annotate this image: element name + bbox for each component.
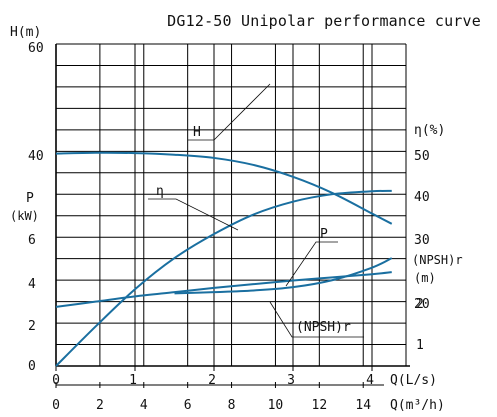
x-primary-tick-label: 4: [366, 373, 374, 388]
x-secondary-tick-label: 0: [52, 398, 60, 413]
x-secondary-tick-label: 6: [184, 398, 192, 413]
series-line-npsh: [174, 257, 393, 295]
x-secondary-tick-label: 4: [140, 398, 148, 413]
h-tick-40: 40: [28, 149, 44, 164]
h-label-text: H: [193, 125, 201, 140]
chart-title: DG12-50 Unipolar performance curve: [167, 12, 481, 30]
x-secondary-ticks: 0 2 4 6 8 10 12 14: [52, 382, 384, 413]
h-tick-60: 60: [28, 41, 44, 56]
p-leader-line: [285, 241, 338, 287]
npsh-axis-unit: (m): [414, 271, 436, 285]
x-secondary-tick-label: 10: [268, 398, 284, 413]
x-primary-tick-label: 2: [208, 373, 216, 388]
h-curve-label: H: [188, 83, 271, 141]
curves: [55, 151, 393, 367]
x-secondary-label: Q(m³/h): [390, 398, 445, 413]
x-primary-tick-label: 0: [52, 373, 60, 388]
h-axis-label: H(m): [10, 25, 41, 40]
npsh-leader-line: [269, 301, 364, 338]
x-secondary-tick-label: 14: [355, 398, 371, 413]
x-secondary-tick-label: 8: [228, 398, 236, 413]
series-line-eta: [55, 189, 392, 367]
npsh-tick-2: 2: [416, 297, 424, 312]
x-primary-ticks: 0 1 2 3 4: [52, 366, 374, 388]
npsh-tick-1: 1: [416, 338, 424, 353]
p-tick-0: 0: [28, 359, 36, 374]
x-primary-tick-label: 1: [129, 373, 137, 388]
p-tick-2: 2: [28, 319, 36, 334]
x-primary-label: Q(L/s): [390, 373, 437, 388]
eta-tick-40: 40: [414, 190, 430, 205]
p-tick-4: 4: [28, 277, 36, 292]
eta-tick-50: 50: [414, 149, 430, 164]
eta-curve-label: η: [148, 184, 239, 231]
p-axis-label: P: [26, 191, 34, 206]
eta-axis-label: η(%): [414, 123, 445, 138]
p-axis-unit: (kW): [10, 209, 39, 223]
eta-tick-30: 30: [414, 233, 430, 248]
eta-leader-line: [148, 198, 239, 231]
npsh-curve-label: (NPSH)r: [269, 301, 364, 338]
series-line-h: [55, 151, 393, 225]
x-secondary-tick-label: 12: [312, 398, 328, 413]
x-primary-tick-label: 3: [287, 373, 295, 388]
series-line-p: [55, 271, 392, 308]
eta-tick-20: 20: [414, 297, 430, 312]
p-curve-label: P: [285, 227, 338, 287]
npsh-axis-label: (NPSH)r: [412, 253, 463, 267]
npsh-label-text: (NPSH)r: [296, 320, 351, 335]
x-secondary-tick-label: 2: [96, 398, 104, 413]
p-label-text: P: [320, 227, 328, 242]
h-leader-line: [188, 83, 271, 141]
p-tick-6: 6: [28, 233, 36, 248]
eta-label-text: η: [156, 184, 164, 199]
chart-grid: [55, 43, 410, 367]
